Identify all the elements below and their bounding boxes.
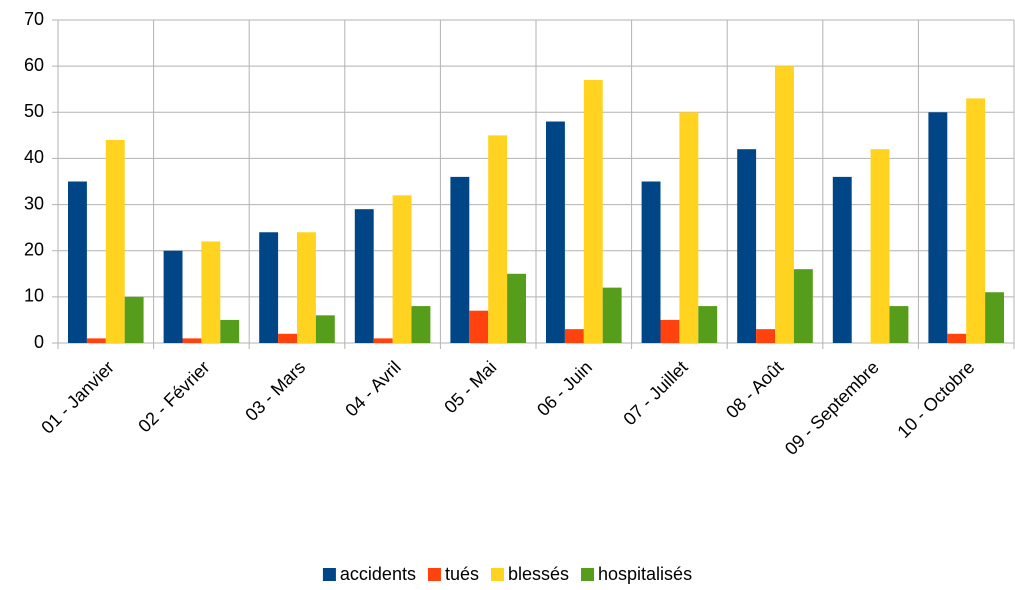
bar [86, 338, 106, 343]
bar [373, 338, 393, 343]
legend-label: tués [445, 564, 479, 584]
x-tick-label: 10 - Octobre [894, 357, 979, 442]
bar [928, 112, 948, 344]
bar [679, 112, 699, 344]
bar [507, 273, 526, 343]
legend-label: hospitalisés [598, 564, 692, 584]
legend-swatch [322, 568, 336, 581]
bar [564, 329, 584, 343]
bar [775, 66, 794, 344]
bar [641, 181, 661, 343]
legend-label: accidents [340, 564, 416, 584]
bar [220, 319, 240, 343]
x-tick-label: 08 - Août [722, 357, 787, 422]
bar [297, 232, 316, 343]
bar [392, 195, 412, 343]
y-tick-label: 10 [24, 286, 44, 306]
bar [870, 149, 890, 343]
bar [793, 269, 813, 343]
legend-swatch [581, 568, 595, 581]
bar [985, 292, 1004, 343]
bar [602, 287, 622, 343]
y-tick-label: 0 [34, 332, 44, 352]
bar [660, 319, 680, 343]
bar [450, 176, 470, 343]
bar [947, 333, 967, 343]
bar [737, 149, 757, 343]
bar [354, 209, 374, 343]
bar [68, 181, 87, 343]
bar [583, 79, 603, 343]
y-tick-label: 60 [24, 55, 44, 75]
bar [832, 176, 852, 343]
bar [756, 329, 775, 343]
bar [259, 232, 279, 343]
bar [163, 250, 183, 343]
bar [488, 135, 508, 343]
y-tick-label: 50 [24, 101, 44, 121]
bar [124, 296, 144, 343]
bar [201, 241, 221, 343]
legend-label: blessés [508, 564, 569, 584]
bar [546, 121, 565, 343]
y-tick-label: 20 [24, 239, 44, 259]
bar [105, 139, 125, 343]
legend-swatch [490, 568, 504, 581]
bar [966, 98, 986, 343]
x-tick-label: 03 - Mars [241, 357, 309, 425]
x-tick-label: 07 - Juillet [619, 357, 691, 429]
x-tick-label: 04 - Avril [341, 357, 404, 420]
bar [889, 306, 909, 343]
y-tick-label: 70 [24, 9, 44, 29]
legend-swatch [427, 568, 441, 581]
x-tick-label: 05 - Mai [440, 357, 500, 417]
x-tick-label: 02 - Février [134, 357, 213, 436]
x-tick-label: 09 - Septembre [781, 357, 883, 459]
bar [182, 338, 202, 343]
bar [315, 315, 335, 343]
bar [698, 306, 718, 343]
bar [278, 333, 297, 343]
y-tick-label: 40 [24, 147, 44, 167]
y-tick-label: 30 [24, 193, 44, 213]
bar [411, 306, 431, 343]
bar [469, 310, 489, 343]
x-tick-label: 01 - Janvier [37, 357, 118, 438]
x-tick-label: 06 - Juin [533, 357, 596, 420]
